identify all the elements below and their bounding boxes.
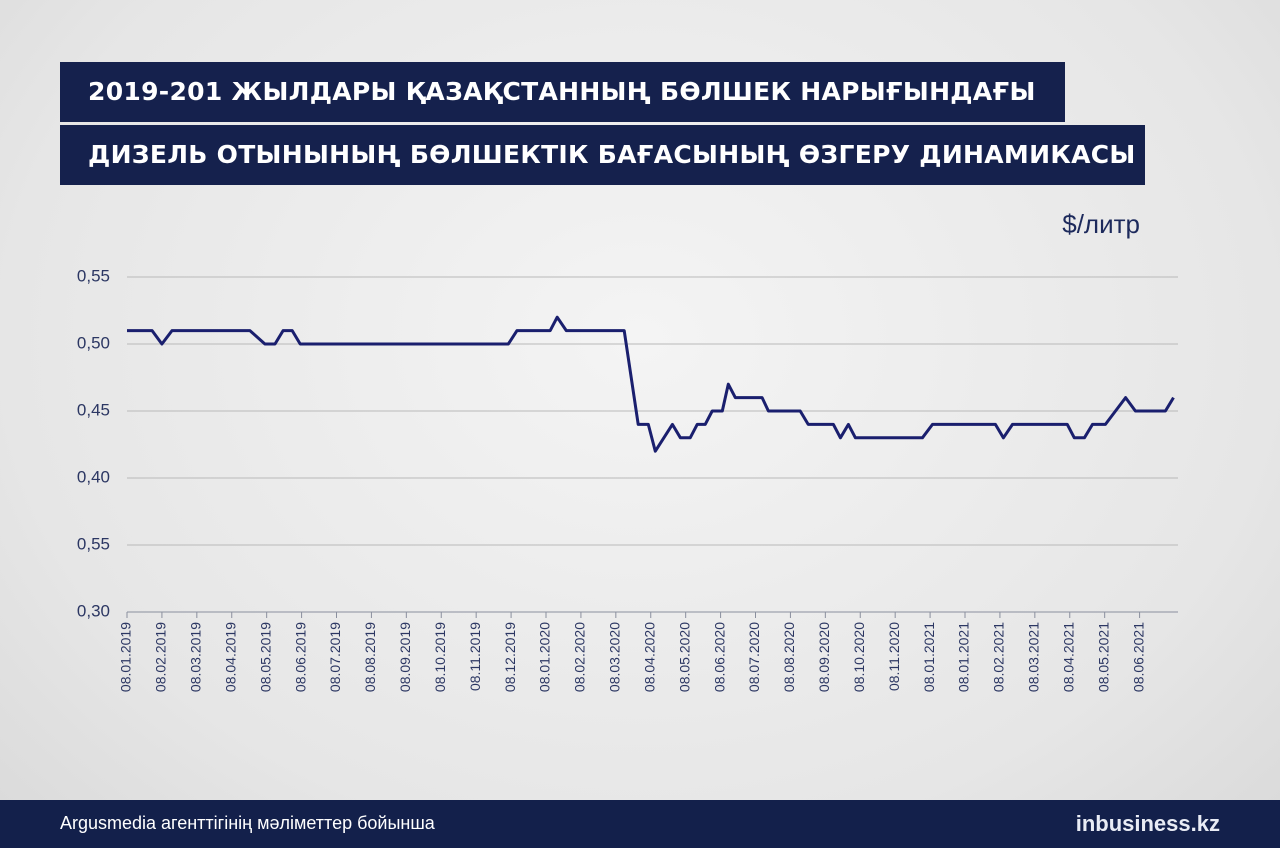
chart: $/литр 0,55 0,50 0,45 0,40 0,55 0,30 08.01.201… <box>77 209 1178 692</box>
y-unit: $/литр <box>1062 209 1140 239</box>
x-tick-label: 08.08.2020 <box>781 622 797 692</box>
x-tick-label: 08.04.2020 <box>641 622 657 692</box>
x-tick-label: 08.07.2020 <box>746 622 762 692</box>
x-tick-label: 08.12.2019 <box>502 622 518 692</box>
x-tick-label: 08.10.2020 <box>851 622 867 692</box>
x-tick-label: 08.04.2019 <box>222 622 238 692</box>
logo: inbusiness.kz <box>1075 811 1220 836</box>
y-tick-label: 0,55 <box>77 266 110 285</box>
x-tick-label: 08.01.2019 <box>118 622 134 692</box>
x-tick-label: 08.08.2019 <box>362 622 378 692</box>
x-tick-label: 08.06.2021 <box>1130 622 1146 692</box>
y-tick-label: 0,45 <box>77 400 110 419</box>
x-tick-label: 08.03.2021 <box>1026 622 1042 692</box>
y-tick-label: 0,30 <box>77 601 110 620</box>
x-tick-label: 08.02.2019 <box>153 622 169 692</box>
x-tick-label: 08.09.2019 <box>397 622 413 692</box>
footer: Argusmedia агенттігінің мәліметтер бойын… <box>0 800 1280 848</box>
x-tick-label: 08.01.2020 <box>537 622 553 692</box>
x-tick-label: 08.10.2019 <box>432 622 448 692</box>
x-tick-label: 08.01.2021 <box>921 622 937 692</box>
price-line <box>127 315 1175 453</box>
y-tick-label: 0,50 <box>77 333 110 352</box>
x-tick-label: 08.07.2019 <box>327 622 343 692</box>
source-note: Argusmedia агенттігінің мәліметтер бойын… <box>60 813 435 833</box>
title-line: 2019-201 ЖЫЛДАРЫ ҚАЗАҚСТАННЫҢ БӨЛШЕК НАР… <box>60 62 1065 122</box>
x-tick-label: 08.01.2021 <box>956 622 972 692</box>
x-tick-label: 08.06.2019 <box>292 622 308 692</box>
x-tick-label: 08.03.2019 <box>188 622 204 692</box>
title-line: ДИЗЕЛЬ ОТЫНЫНЫҢ БӨЛШЕКТІК БАҒАСЫНЫҢ ӨЗГЕ… <box>60 125 1145 185</box>
y-tick-label: 0,55 <box>77 534 110 553</box>
x-tick-label: 08.02.2020 <box>572 622 588 692</box>
x-tick-label: 08.06.2020 <box>711 622 727 692</box>
y-tick-label: 0,40 <box>77 467 110 486</box>
x-tick-label: 08.09.2020 <box>816 622 832 692</box>
x-tick-label: 08.03.2020 <box>607 622 623 692</box>
x-tick-label: 08.02.2021 <box>991 622 1007 692</box>
x-tick-label: 08.04.2021 <box>1060 622 1076 692</box>
x-tick-label: 08.05.2021 <box>1095 622 1111 692</box>
x-tick-label: 08.05.2019 <box>257 622 273 692</box>
x-tick-label: 08.11.2019 <box>467 622 483 691</box>
x-tick-label: 08.05.2020 <box>676 622 692 692</box>
x-tick-label: 08.11.2020 <box>886 622 902 691</box>
